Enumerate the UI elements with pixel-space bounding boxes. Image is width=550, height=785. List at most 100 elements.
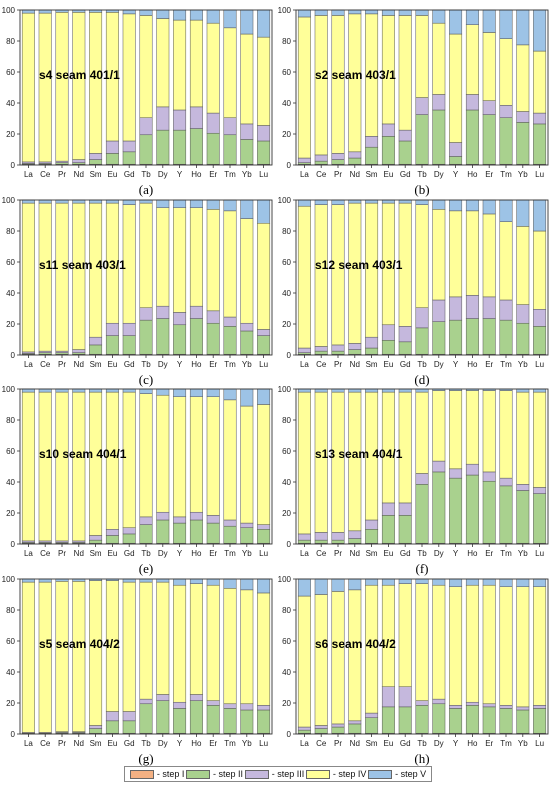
bar-segment [499,485,513,544]
bar-segment [206,700,220,706]
bar-segment [516,226,530,305]
bar-segment [206,584,220,701]
bar-segment [122,711,136,722]
bar-segment [516,709,530,734]
bar-segment [55,581,69,732]
x-tick-label: Gd [400,360,411,369]
bar-segment [499,117,513,165]
bar-segment [240,139,254,165]
bar-segment [55,199,69,204]
y-tick-label: 60 [6,447,15,456]
bar-segment [240,322,254,332]
y-tick-label: 80 [282,37,291,46]
bar-segment [173,19,187,111]
bar-segment [122,578,136,583]
bar-segment [21,9,35,14]
y-tick-label: 40 [6,668,15,677]
bar-segment [55,12,69,162]
bar-segment [189,199,203,208]
bar-segment [449,705,463,709]
x-tick-label: Nd [350,549,360,558]
bar-segment [189,19,203,108]
bar-segment [105,199,119,204]
bar-segment [482,32,496,101]
bar-segment [516,388,530,393]
chart-panel: 0 20 40 60 80 100 La Ce Pr Nd Sm Eu Gd Tb Dy Y Ho Er Tm Yb L… [278,385,549,576]
bar-segment [173,701,187,709]
bar-segment [189,128,203,165]
panel-letter: (f) [416,561,429,576]
y-tick-label: 0 [11,730,16,739]
panel-letter: (e) [139,561,153,576]
bar-segment [223,134,237,165]
chart-panel: 0 20 40 60 80 100 La Ce Pr Nd Sm Eu Gd Tb Dy Y Ho Er Tm Yb L… [278,196,549,387]
bar-segment [89,728,103,734]
panel-title: s2 seam 403/1 [315,68,396,82]
y-tick-label: 40 [6,289,15,298]
bar-segment [533,123,547,165]
bar-segment [206,9,220,24]
bar-segment [465,390,479,465]
legend-label: - step I [156,769,185,779]
bar-segment [365,519,379,530]
bar-segment [240,218,254,324]
bar-segment [432,321,446,355]
y-tick-label: 40 [282,668,291,677]
bar-segment [240,703,254,711]
bar-segment [189,9,203,21]
bar-segment [499,477,513,487]
bar-segment [139,199,153,204]
y-tick-label: 80 [282,606,291,615]
bar-segment [348,589,362,722]
x-tick-label: Eu [108,739,118,748]
x-tick-label: Ce [40,170,51,179]
bar-segment [348,578,362,591]
bar-segment [499,708,513,734]
x-tick-label: Er [209,170,217,179]
legend-swatch [244,769,269,779]
x-tick-label: Yb [242,739,252,748]
panel-title: s10 seam 404/1 [39,447,127,461]
bar-segment [173,396,187,518]
bar-segment [415,705,429,734]
x-tick-label: La [300,360,309,369]
x-tick-label: Sm [90,170,102,179]
bar-segment [415,388,429,393]
x-tick-label: La [300,549,309,558]
panel-letter: (g) [138,751,153,766]
panel-title: s5 seam 404/2 [39,637,120,651]
bar-segment [156,581,170,695]
bar-segment [257,404,271,525]
bar-segment [482,584,496,705]
x-tick-label: Gd [124,360,135,369]
bar-segment [499,390,513,479]
bar-segment [465,463,479,476]
bar-segment [55,202,69,352]
bar-segment [365,529,379,544]
bar-segment [482,100,496,115]
bar-segment [173,129,187,165]
x-tick-label: Y [453,360,459,369]
bar-segment [533,50,547,114]
bar-segment [365,336,379,349]
y-tick-label: 40 [282,478,291,487]
bar-segment [516,706,530,711]
bar-segment [314,578,328,595]
x-tick-label: Er [485,549,493,558]
bar-segment [516,304,530,324]
x-tick-label: Pr [334,549,342,558]
bar-segment [206,209,220,312]
bar-segment [105,535,119,544]
bar-segment [398,583,412,687]
x-tick-label: Y [177,170,183,179]
bar-segment [139,15,153,118]
bar-segment [314,346,328,352]
y-tick-label: 100 [278,6,292,15]
bar-segment [38,199,52,204]
bar-segment [331,9,345,16]
x-tick-label: Eu [384,739,394,748]
bar-segment [314,388,328,393]
bar-segment [206,522,220,544]
bar-segment [314,15,328,156]
bar-segment [240,9,254,35]
